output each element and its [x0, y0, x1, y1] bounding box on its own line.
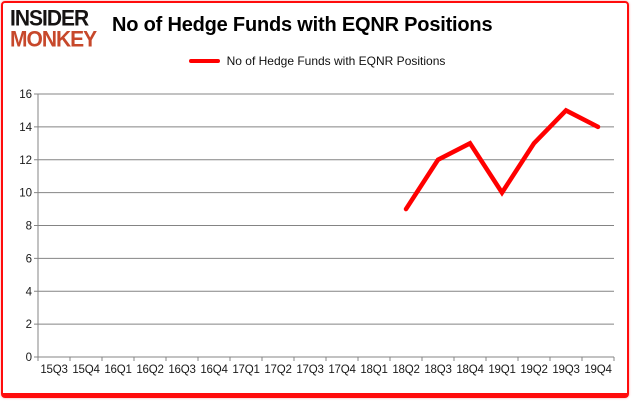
y-axis-label: 16 [19, 89, 32, 101]
x-axis-label: 18Q2 [392, 364, 419, 376]
x-axis-label: 19Q3 [552, 364, 579, 376]
x-axis-label: 19Q4 [584, 364, 612, 376]
insider-monkey-logo: INSIDER MONKEY [10, 6, 120, 52]
logo-text-insider: INSIDER [10, 6, 89, 31]
y-axis-label: 12 [19, 155, 32, 167]
series-line [403, 107, 601, 212]
y-axis-label: 0 [26, 352, 32, 364]
y-axis-label: 14 [19, 122, 32, 134]
legend-label: No of Hedge Funds with EQNR Positions [226, 54, 446, 68]
x-axis-label: 15Q4 [72, 364, 100, 376]
x-axis-label: 16Q3 [168, 364, 195, 376]
y-axis-label: 6 [26, 253, 32, 265]
logo-text-monkey: MONKEY [10, 27, 97, 52]
x-axis-label: 18Q3 [424, 364, 451, 376]
y-axis-label: 2 [26, 319, 32, 331]
x-axis-label: 17Q1 [232, 364, 259, 376]
legend-line-swatch [188, 59, 220, 63]
legend: No of Hedge Funds with EQNR Positions [0, 54, 634, 68]
x-axis-label: 17Q3 [296, 364, 323, 376]
x-axis-label: 18Q4 [456, 364, 484, 376]
x-axis-label: 17Q4 [328, 364, 356, 376]
chart-title: No of Hedge Funds with EQNR Positions [112, 14, 493, 36]
x-axis-label: 16Q4 [200, 364, 228, 376]
x-axis-label: 19Q1 [488, 364, 515, 376]
x-axis-label: 18Q1 [360, 364, 387, 376]
x-axis-label: 15Q3 [40, 364, 67, 376]
y-axis-label: 4 [26, 286, 33, 298]
x-axis-label: 17Q2 [264, 364, 291, 376]
x-axis-label: 19Q2 [520, 364, 547, 376]
y-axis-label: 8 [26, 221, 32, 233]
x-axis-label: 16Q2 [136, 364, 163, 376]
x-axis-label: 16Q1 [104, 364, 131, 376]
y-axis-label: 10 [19, 188, 32, 200]
